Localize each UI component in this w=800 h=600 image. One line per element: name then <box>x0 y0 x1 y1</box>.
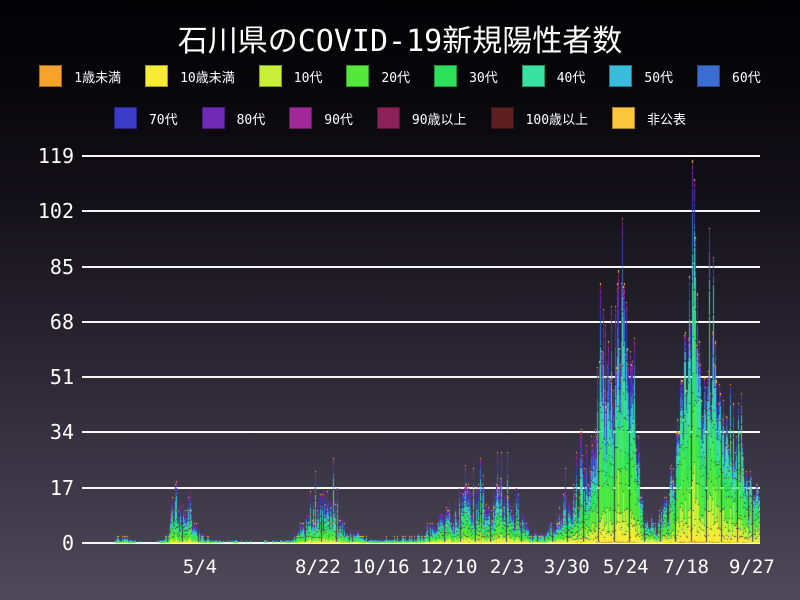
legend-label-teens: 10代 <box>293 70 323 86</box>
legend-swatch-forties <box>521 65 545 87</box>
y-tick-label-68: 68 <box>49 309 74 334</box>
legend-swatch-thirties <box>434 65 458 87</box>
legend-swatch-over100 <box>490 107 514 129</box>
x-tick-label-3-30: 3/30 <box>543 556 590 578</box>
legend-item-sixties[interactable]: 60代 <box>697 65 761 87</box>
x-tick-label-12-10: 12/10 <box>420 556 478 578</box>
legend-item-under10[interactable]: 10歳未満 <box>145 65 235 87</box>
gridline-0 <box>82 542 760 544</box>
legend-swatch-teens <box>258 65 282 87</box>
legend-item-under1[interactable]: 1歳未満 <box>39 65 121 87</box>
legend-swatch-under10 <box>145 65 169 87</box>
legend-item-over100[interactable]: 100歳以上 <box>490 107 589 129</box>
legend-swatch-fifties <box>609 65 633 87</box>
legend-label-over90: 90歳以上 <box>411 112 467 128</box>
legend-label-seventies: 70代 <box>148 112 178 128</box>
x-tick-label-7-18: 7/18 <box>663 556 709 578</box>
legend-item-fifties[interactable]: 50代 <box>609 65 673 87</box>
legend-swatch-twenties <box>346 65 370 87</box>
x-tick-label-5-4: 5/4 <box>182 556 218 578</box>
legend-item-thirties[interactable]: 30代 <box>434 65 498 87</box>
legend-label-sixties: 60代 <box>732 70 761 86</box>
legend-item-over90[interactable]: 90歳以上 <box>376 107 467 129</box>
legend-swatch-sixties <box>697 65 721 87</box>
chart-title: 石川県のCOVID-19新規陽性者数 <box>177 24 623 59</box>
legend-swatch-seventies <box>113 107 137 129</box>
legend-item-seventies[interactable]: 70代 <box>113 107 178 129</box>
legend-label-fifties: 50代 <box>644 70 674 86</box>
y-tick-label-119: 119 <box>37 144 74 168</box>
legend-label-twenties: 20代 <box>381 70 411 86</box>
y-tick-label-0: 0 <box>61 531 74 555</box>
legend-label-nineties: 90代 <box>324 112 353 128</box>
legend-label-under1: 1歳未満 <box>74 70 122 86</box>
y-tick-label-17: 17 <box>49 475 74 500</box>
legend-label-over100: 100歳以上 <box>525 112 589 128</box>
legend-swatch-over90 <box>376 107 400 129</box>
legend-label-undisclosed: 非公表 <box>647 112 687 128</box>
legend-label-under10: 10歳未満 <box>180 70 235 86</box>
legend-item-undisclosed[interactable]: 非公表 <box>612 107 686 129</box>
x-tick-label-10-16: 10/16 <box>352 556 410 578</box>
y-tick-label-85: 85 <box>49 254 74 279</box>
legend-swatch-under1 <box>39 65 63 87</box>
y-tick-label-34: 34 <box>49 420 74 445</box>
legend-item-eighties[interactable]: 80代 <box>201 107 266 129</box>
legend-row-2: 70代 80代 90代 90歳以上 100歳以上 非公表 <box>0 105 800 131</box>
legend-swatch-undisclosed <box>612 107 636 129</box>
y-tick-label-51: 51 <box>49 365 74 390</box>
y-tick-label-102: 102 <box>37 199 74 224</box>
legend-row-1: 1歳未満 10歳未満 10代 20代 30代 40代 50代 60代 <box>0 63 800 89</box>
legend-item-forties[interactable]: 40代 <box>521 65 586 87</box>
legend-item-teens[interactable]: 10代 <box>258 65 323 87</box>
x-tick-label-5-24: 5/24 <box>602 556 649 578</box>
legend-label-eighties: 80代 <box>236 112 266 128</box>
legend-item-twenties[interactable]: 20代 <box>346 65 410 87</box>
legend-label-forties: 40代 <box>556 70 586 86</box>
legend-label-thirties: 30代 <box>469 70 498 86</box>
x-tick-label-8-22: 8/22 <box>295 556 341 578</box>
legend-swatch-nineties <box>289 107 313 129</box>
stacked-bars-canvas <box>82 155 760 543</box>
x-tick-label-9-27: 9/27 <box>728 556 775 578</box>
legend-swatch-eighties <box>201 107 225 129</box>
legend-item-nineties[interactable]: 90代 <box>289 107 353 129</box>
x-tick-label-2-3: 2/3 <box>489 556 525 578</box>
